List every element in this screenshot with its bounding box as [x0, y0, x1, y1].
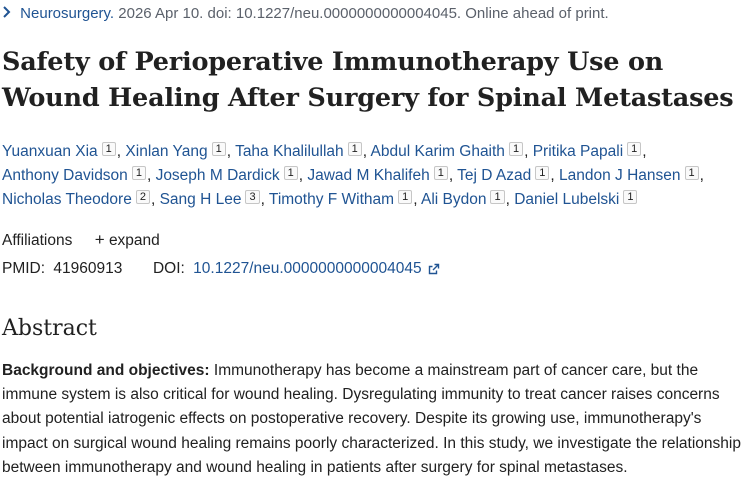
- external-link-icon[interactable]: [428, 261, 440, 281]
- affiliation-number[interactable]: 1: [398, 190, 413, 204]
- doi-label: DOI:: [152, 260, 185, 277]
- author-item: Jawad M Khalifeh 1: [307, 166, 448, 184]
- journal-link[interactable]: Neurosurgery.: [20, 5, 115, 22]
- affiliation-number[interactable]: 1: [101, 142, 116, 156]
- affiliation-number[interactable]: 1: [211, 142, 226, 156]
- doi-link[interactable]: 10.1227/neu.0000000000004045: [193, 260, 422, 277]
- affiliation-number[interactable]: 1: [535, 166, 550, 180]
- affiliation-number[interactable]: 1: [131, 166, 146, 180]
- author-link[interactable]: Yuanxuan Xia: [2, 143, 98, 160]
- author-link[interactable]: Daniel Lubelski: [514, 191, 620, 208]
- author-item: Daniel Lubelski 1: [514, 190, 638, 208]
- author-link[interactable]: Ali Bydon: [420, 191, 487, 208]
- author-link[interactable]: Nicholas Theodore: [2, 191, 132, 208]
- affiliation-number[interactable]: 1: [627, 142, 642, 156]
- affiliation-number[interactable]: 1: [508, 142, 524, 156]
- abstract-section-label: Background and objectives:: [2, 362, 210, 379]
- author-item: Tej D Azad 1: [457, 166, 550, 184]
- expand-plus-icon[interactable]: +: [94, 230, 105, 249]
- abstract-heading: Abstract: [2, 316, 97, 341]
- affiliation-number[interactable]: 3: [245, 190, 260, 204]
- author-link[interactable]: Anthony Davidson: [2, 167, 128, 184]
- abstract-text: Immunotherapy has become a mainstream pa…: [2, 362, 741, 476]
- affiliation-number[interactable]: 1: [684, 166, 699, 180]
- pmid-label: PMID:: [2, 260, 46, 277]
- affiliation-number[interactable]: 1: [283, 166, 298, 180]
- author-link[interactable]: Jawad M Khalifeh: [307, 167, 430, 184]
- affiliation-number[interactable]: 2: [135, 190, 150, 204]
- author-link[interactable]: Landon J Hansen: [559, 167, 681, 184]
- identifiers-row: PMID: 41960913 DOI: 10.1227/neu.00000000…: [2, 259, 440, 281]
- affiliation-number[interactable]: 1: [490, 190, 505, 204]
- author-link[interactable]: Taha Khalilullah: [235, 143, 344, 160]
- author-item: Pritika Papali 1: [532, 142, 643, 160]
- author-item: Abdul Karim Ghaith 1: [370, 142, 525, 160]
- author-link[interactable]: Abdul Karim Ghaith: [370, 143, 505, 160]
- pmid-value: 41960913: [53, 260, 123, 277]
- affiliations-row: Affiliations + expand: [2, 230, 160, 251]
- affiliation-number[interactable]: 1: [433, 166, 448, 180]
- author-link[interactable]: Sang H Lee: [159, 191, 242, 208]
- author-item: Timothy F Witham 1: [268, 190, 413, 208]
- author-link[interactable]: Xinlan Yang: [125, 143, 208, 160]
- author-item: Joseph M Dardick 1: [155, 166, 299, 184]
- article-title: Safety of Perioperative Immunotherapy Us…: [2, 47, 734, 113]
- author-item: Taha Khalilullah 1: [235, 142, 363, 160]
- author-item: Landon J Hansen 1: [559, 166, 700, 184]
- author-item: Sang H Lee 3: [159, 190, 261, 208]
- affiliations-expand-button[interactable]: expand: [108, 232, 160, 249]
- author-link[interactable]: Joseph M Dardick: [155, 167, 280, 184]
- abstract-paragraph: Background and objectives: Immunotherapy…: [2, 359, 747, 480]
- citation-line: Neurosurgery. 2026 Apr 10. doi: 10.1227/…: [2, 4, 609, 24]
- author-item: Anthony Davidson 1: [2, 166, 147, 184]
- chevron-right-icon[interactable]: [2, 4, 16, 24]
- author-item: Yuanxuan Xia 1: [2, 142, 117, 160]
- author-item: Xinlan Yang 1: [125, 142, 226, 160]
- author-item: Nicholas Theodore 2: [2, 190, 151, 208]
- affiliations-label: Affiliations: [2, 232, 73, 249]
- author-link[interactable]: Tej D Azad: [457, 167, 532, 184]
- affiliation-number[interactable]: 1: [347, 142, 362, 156]
- affiliation-number[interactable]: 1: [623, 190, 638, 204]
- author-item: Ali Bydon 1: [420, 190, 506, 208]
- author-link[interactable]: Timothy F Witham: [268, 191, 395, 208]
- author-link[interactable]: Pritika Papali: [532, 143, 624, 160]
- citation-details: 2026 Apr 10. doi: 10.1227/neu.0000000000…: [118, 5, 609, 22]
- authors-list: Yuanxuan Xia 1, Xinlan Yang 1, Taha Khalil…: [2, 142, 704, 208]
